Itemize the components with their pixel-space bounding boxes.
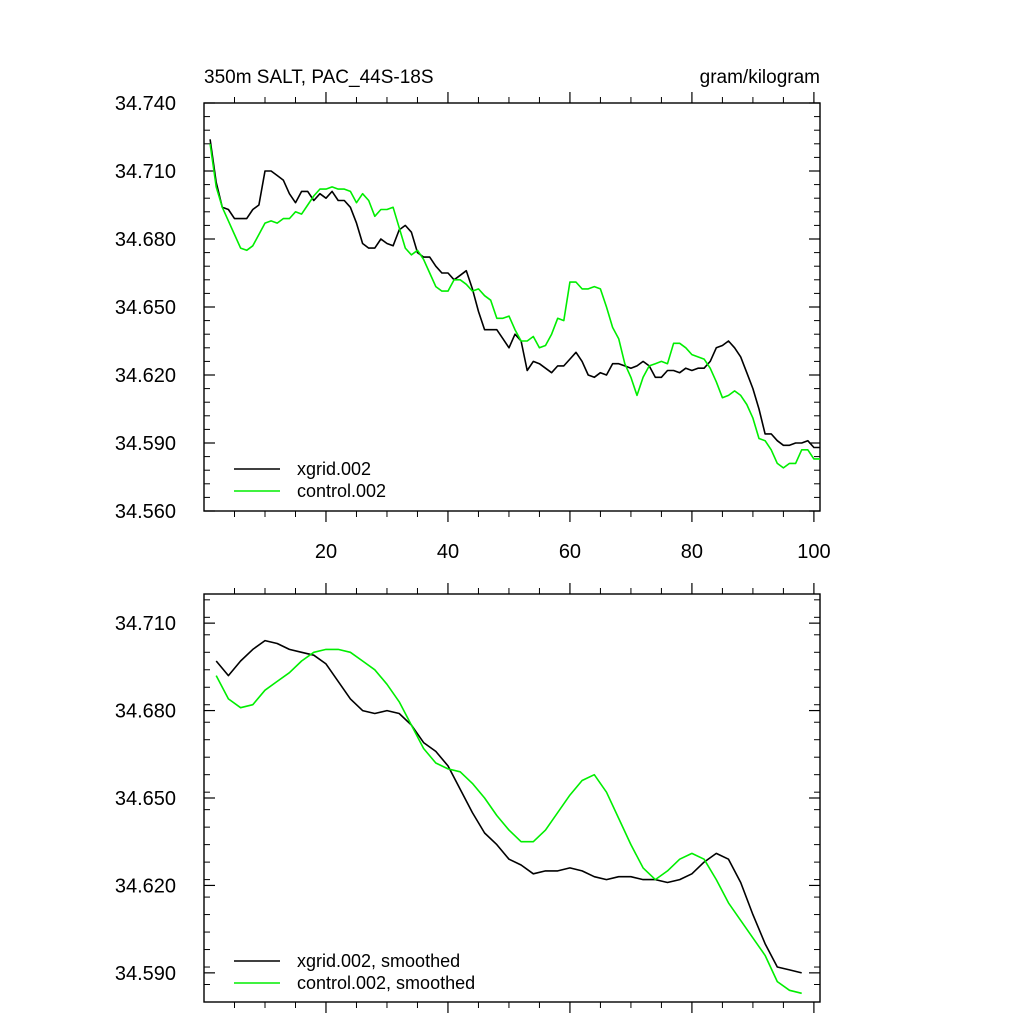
x-tick-label: 40 (437, 541, 459, 563)
units-label: gram/kilogram (700, 67, 820, 88)
y-tick-label: 34.740 (115, 93, 176, 115)
legend-label: control.002 (297, 481, 386, 501)
legend-label: xgrid.002, smoothed (297, 951, 460, 971)
x-tick-label: 80 (681, 541, 703, 563)
y-tick-label: 34.650 (115, 297, 176, 319)
legend-label: control.002, smoothed (297, 973, 475, 993)
series-line-xgrid-002-smoothed (215, 639, 802, 974)
x-tick-label: 20 (315, 541, 337, 563)
y-tick-label: 34.620 (115, 365, 176, 387)
plot-frame (203, 593, 821, 1003)
series-line-control-002-smoothed (215, 648, 802, 995)
y-tick-label: 34.590 (115, 963, 176, 985)
y-tick-label: 34.650 (115, 788, 176, 810)
series-line-xgrid-002 (209, 139, 820, 449)
y-tick-label: 34.560 (115, 501, 176, 523)
y-tick-label: 34.590 (115, 433, 176, 455)
y-tick-label: 34.710 (115, 161, 176, 183)
y-tick-label: 34.680 (115, 701, 176, 723)
x-tick-label: 100 (797, 541, 830, 563)
plot-frame (203, 102, 821, 512)
panel-bottom: 34.590 34.620 34.650 34.680 34.710 xgrid.002,… (115, 583, 821, 1013)
x-tick-label: 60 (559, 541, 581, 563)
series-line-control-002 (209, 143, 820, 469)
panel-top: 34.560 34.590 34.620 34.650 34.680 34.710 34.7… (115, 67, 831, 563)
chart-title: 350m SALT, PAC_44S-18S (204, 67, 434, 88)
y-tick-label: 34.680 (115, 229, 176, 251)
y-tick-label: 34.710 (115, 613, 176, 635)
y-tick-label: 34.620 (115, 875, 176, 897)
legend-label: xgrid.002 (297, 459, 371, 479)
